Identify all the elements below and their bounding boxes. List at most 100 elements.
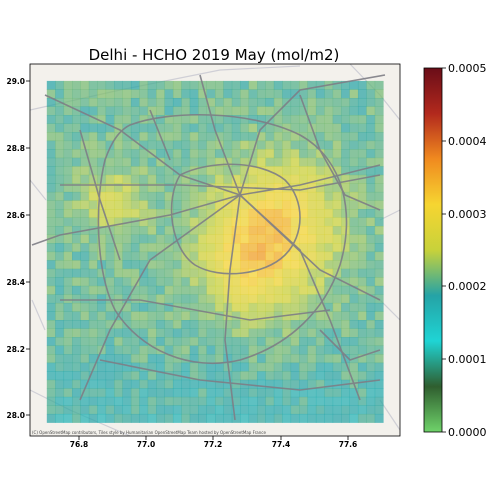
heatmap-cell <box>139 80 149 90</box>
heatmap-cell <box>147 388 157 398</box>
heatmap-cell <box>130 226 140 236</box>
heatmap-cell <box>332 294 342 304</box>
heatmap-cell <box>248 277 258 287</box>
heatmap-cell <box>315 183 325 193</box>
heatmap-cell <box>181 209 191 218</box>
heatmap-cell <box>366 132 376 142</box>
heatmap-cell <box>172 328 182 338</box>
heatmap-cell <box>307 311 317 321</box>
heatmap-cell <box>231 354 241 364</box>
heatmap-cell <box>374 209 384 218</box>
heatmap-cell <box>206 396 216 406</box>
heatmap-cell <box>164 226 174 236</box>
heatmap-cell <box>307 396 317 406</box>
heatmap-cell <box>366 285 376 295</box>
heatmap-cell <box>290 337 300 347</box>
heatmap-cell <box>156 200 165 210</box>
heatmap-cell <box>139 149 149 159</box>
heatmap-cell <box>130 174 140 184</box>
heatmap-cell <box>307 243 317 253</box>
heatmap-cell <box>181 149 191 159</box>
heatmap-cell <box>374 371 384 381</box>
heatmap-cell <box>349 183 359 193</box>
heatmap-cell <box>46 106 56 116</box>
heatmap-cell <box>206 268 216 278</box>
heatmap-cell <box>341 115 350 125</box>
heatmap-cell <box>198 311 207 321</box>
heatmap-cell <box>349 200 359 210</box>
heatmap-cell <box>324 174 334 184</box>
heatmap-cell <box>307 149 317 159</box>
heatmap-cell <box>105 157 115 167</box>
heatmap-cell <box>324 132 334 142</box>
heatmap-cell <box>223 320 233 329</box>
heatmap-cell <box>88 166 98 176</box>
heatmap-cell <box>55 115 65 125</box>
heatmap-cell <box>189 200 199 210</box>
heatmap-cell <box>198 405 207 415</box>
heatmap-cell <box>139 354 149 364</box>
heatmap-cell <box>164 388 174 398</box>
heatmap-cell <box>156 268 165 278</box>
heatmap-cell <box>55 132 65 142</box>
heatmap-cell <box>357 174 367 184</box>
heatmap-cell <box>46 260 56 270</box>
heatmap-cell <box>248 354 258 364</box>
heatmap-cell <box>349 268 359 278</box>
heatmap-cell <box>88 311 98 321</box>
heatmap-cell <box>349 149 359 159</box>
heatmap-cell <box>290 354 300 364</box>
heatmap-cell <box>189 80 199 90</box>
heatmap-cell <box>189 226 199 236</box>
heatmap-cell <box>198 166 207 176</box>
heatmap-cell <box>349 277 359 287</box>
heatmap-cell <box>307 362 317 372</box>
heatmap-cell <box>122 149 132 159</box>
heatmap-cell <box>341 277 350 287</box>
heatmap-cell <box>181 379 191 389</box>
heatmap-cell <box>282 106 292 116</box>
heatmap-cell <box>290 191 300 201</box>
heatmap-cell <box>273 388 283 398</box>
heatmap-cell <box>46 285 56 295</box>
heatmap-cell <box>257 285 266 295</box>
heatmap-cell <box>223 260 233 270</box>
heatmap-cell <box>332 191 342 201</box>
heatmap-cell <box>130 260 140 270</box>
heatmap-cell <box>156 157 165 167</box>
heatmap-cell <box>366 140 376 150</box>
heatmap-cell <box>349 243 359 253</box>
heatmap-cell <box>130 166 140 176</box>
heatmap-cell <box>122 396 132 406</box>
heatmap-cell <box>172 149 182 159</box>
heatmap-cell <box>72 166 81 176</box>
heatmap-cell <box>198 251 207 261</box>
heatmap-cell <box>164 183 174 193</box>
heatmap-cell <box>63 268 73 278</box>
heatmap-cell <box>172 320 182 329</box>
heatmap-cell <box>114 362 123 372</box>
heatmap-cell <box>46 157 56 167</box>
heatmap-cell <box>63 243 73 253</box>
heatmap-cell <box>97 80 107 90</box>
heatmap-cell <box>290 388 300 398</box>
heatmap-cell <box>72 337 81 347</box>
heatmap-cell <box>349 106 359 116</box>
heatmap-cell <box>206 200 216 210</box>
heatmap-cell <box>189 183 199 193</box>
heatmap-cell <box>257 115 266 125</box>
heatmap-cell <box>299 217 308 227</box>
heatmap-cell <box>206 388 216 398</box>
heatmap-cell <box>156 294 165 304</box>
heatmap-cell <box>97 191 107 201</box>
heatmap-cell <box>265 200 275 210</box>
heatmap-cell <box>265 209 275 218</box>
heatmap-cell <box>248 302 258 312</box>
heatmap-cell <box>88 243 98 253</box>
heatmap-cell <box>72 405 81 415</box>
heatmap-cell <box>215 328 224 338</box>
heatmap-cell <box>374 379 384 389</box>
road-network <box>31 74 386 421</box>
heatmap-cell <box>324 354 334 364</box>
heatmap-cell <box>164 157 174 167</box>
